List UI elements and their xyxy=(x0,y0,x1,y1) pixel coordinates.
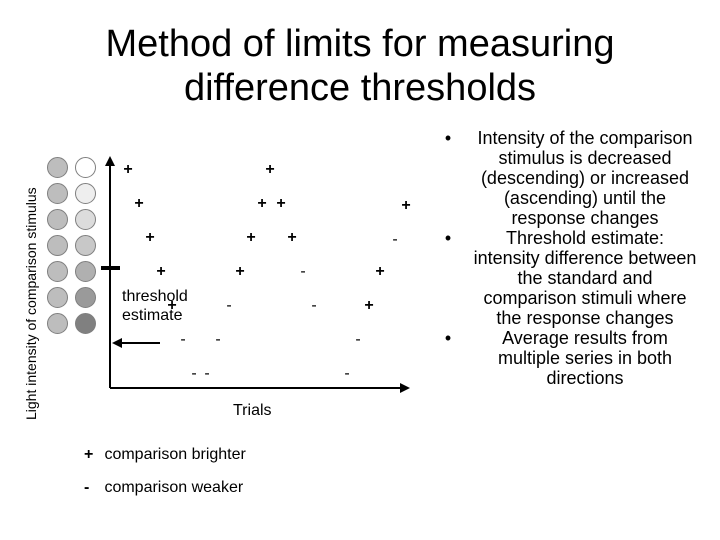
minus-response: - xyxy=(191,365,197,382)
comparison-circle xyxy=(75,157,96,178)
standard-circle xyxy=(47,261,68,282)
bullet-item: • Intensity of the comparison stimulus i… xyxy=(438,128,698,228)
legend-minus-symbol: - xyxy=(84,479,90,496)
plus-response: + xyxy=(145,229,155,246)
minus-response: - xyxy=(311,297,317,314)
standard-circle xyxy=(47,209,68,230)
standard-circle xyxy=(47,235,68,256)
page-title: Method of limits for measuring differenc… xyxy=(60,22,660,110)
bullet-text: Threshold estimate: intensity difference… xyxy=(473,228,697,328)
legend-weaker-label: comparison weaker xyxy=(104,479,244,496)
bullet-dot-icon: • xyxy=(444,328,452,348)
minus-response: - xyxy=(392,231,398,248)
bullet-text: Average results from multiple series in … xyxy=(497,328,673,388)
minus-response: - xyxy=(355,331,361,348)
comparison-circle xyxy=(75,313,96,334)
standard-circle xyxy=(47,287,68,308)
threshold-estimate-label: threshold estimate xyxy=(122,287,188,325)
standard-circle xyxy=(47,183,68,204)
legend-plus-symbol: + xyxy=(84,446,94,463)
legend-item-brighter: + comparison brighter xyxy=(84,446,246,464)
bullet-item: • Average results from multiple series i… xyxy=(438,328,698,388)
bullet-dot-icon: • xyxy=(444,228,452,248)
minus-response: - xyxy=(226,297,232,314)
plus-response: + xyxy=(265,161,275,178)
minus-response: - xyxy=(300,263,306,280)
plus-response: + xyxy=(364,297,374,314)
legend-item-weaker: - comparison weaker xyxy=(84,479,243,497)
comparison-circle xyxy=(75,261,96,282)
plus-response: + xyxy=(134,195,144,212)
comparison-circle xyxy=(75,287,96,308)
x-axis-label: Trials xyxy=(233,402,272,419)
plus-response: + xyxy=(401,197,411,214)
threshold-label-line-1: threshold xyxy=(122,288,188,305)
plus-response: + xyxy=(276,195,286,212)
plus-response: + xyxy=(123,161,133,178)
bullet-item: • Threshold estimate: intensity differen… xyxy=(438,228,698,328)
minus-response: - xyxy=(180,331,186,348)
threshold-label-line-2: estimate xyxy=(122,307,183,324)
bullet-text: Intensity of the comparison stimulus is … xyxy=(477,128,693,228)
plus-response: + xyxy=(375,263,385,280)
comparison-circle xyxy=(75,183,96,204)
standard-circle xyxy=(47,313,68,334)
minus-response: - xyxy=(204,365,210,382)
standard-circle xyxy=(47,157,68,178)
plus-response: + xyxy=(235,263,245,280)
minus-response: - xyxy=(215,331,221,348)
plus-response: + xyxy=(167,297,177,314)
legend-brighter-label: comparison brighter xyxy=(104,446,246,463)
title-line-1: Method of limits for measuring xyxy=(105,23,615,65)
bullet-dot-icon: • xyxy=(444,128,452,148)
plus-response: + xyxy=(156,263,166,280)
plus-response: + xyxy=(287,229,297,246)
comparison-circle xyxy=(75,235,96,256)
plus-response: + xyxy=(246,229,256,246)
comparison-circle xyxy=(75,209,96,230)
title-line-2: difference thresholds xyxy=(183,67,537,109)
bullet-list: • Intensity of the comparison stimulus i… xyxy=(438,128,698,388)
minus-response: - xyxy=(344,365,350,382)
plus-response: + xyxy=(257,195,267,212)
